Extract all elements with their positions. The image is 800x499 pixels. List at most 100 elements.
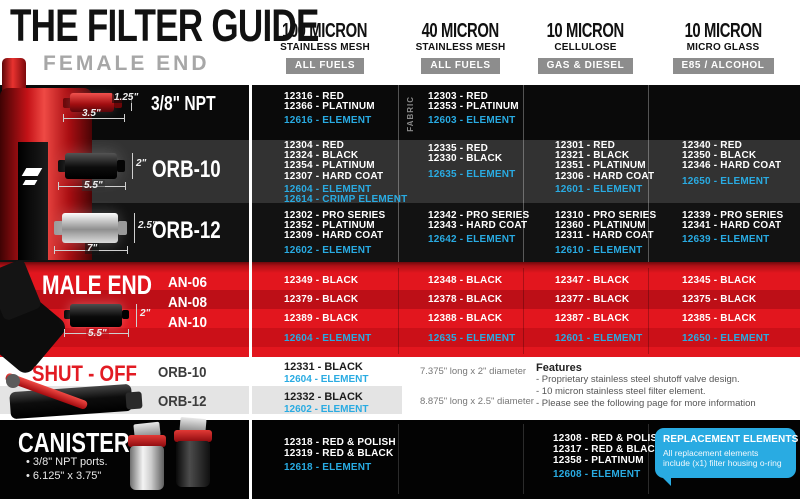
micron-rating: 10 MICRON xyxy=(684,20,762,42)
micron-rating: 10 MICRON xyxy=(546,20,625,42)
row-label-an08: AN-08 xyxy=(168,294,208,311)
column-header-10-micron-glass: 10 MICRON MICRO GLASS E85 / ALCOHOL xyxy=(648,20,798,74)
part-number: 12330 - BLACK xyxy=(428,153,503,165)
row-label-an06: AN-06 xyxy=(168,274,208,291)
fuel-badge: E85 / ALCOHOL xyxy=(672,58,774,74)
male-length-dim: 5.5" xyxy=(86,328,109,339)
column-divider xyxy=(523,424,524,494)
feature-item: - 10 micron stainless steel filter eleme… xyxy=(536,386,706,397)
row-label-an10: AN-10 xyxy=(168,314,208,331)
micron-rating: 40 MICRON xyxy=(421,20,500,42)
page-title-text: THE FILTER GUIDE xyxy=(10,0,319,51)
element-number: 12602 - ELEMENT xyxy=(284,404,369,415)
label-column-divider xyxy=(249,85,252,499)
dimension-tick xyxy=(124,114,125,122)
micron-rating: 100 MICRON xyxy=(282,20,368,42)
part-number: 12332 - BLACK xyxy=(284,391,363,403)
orb12-height-dim: 2.5" xyxy=(138,220,157,231)
part-number: 12353 - PLATINUM xyxy=(428,101,519,113)
orb12-filter-cap-right xyxy=(118,221,127,235)
element-number: 12635 - ELEMENT xyxy=(428,333,516,344)
fuel-badge: ALL FUELS xyxy=(285,58,365,74)
male-row-an08-stripe xyxy=(0,290,800,309)
orb12-filter-image xyxy=(62,213,118,243)
part-number: 12379 - BLACK xyxy=(284,294,359,305)
female-end-heading: FEMALE END xyxy=(43,52,210,75)
part-number: 12378 - BLACK xyxy=(428,294,503,305)
part-number: 12375 - BLACK xyxy=(682,294,757,305)
element-number: 12603 - ELEMENT xyxy=(428,115,516,127)
part-number: 12360 - PLATINUM xyxy=(555,220,646,232)
shutoff-size-note: 8.875" long x 2.5" diameter xyxy=(420,396,534,407)
male-filter-cap-right xyxy=(122,310,129,319)
part-number: 12354 - PLATINUM xyxy=(284,160,375,172)
part-number: 12310 - PRO SERIES xyxy=(555,210,657,221)
part-number: 12331 - BLACK xyxy=(284,361,363,373)
media-type: CELLULOSE xyxy=(554,42,617,53)
part-number: 12346 - HARD COAT xyxy=(682,160,782,172)
part-number: 12335 - RED xyxy=(428,143,489,154)
orb10-height-dim: 2" xyxy=(136,158,147,169)
column-header-40-micron: 40 MICRON STAINLESS MESH ALL FUELS xyxy=(398,20,523,74)
element-number: 12614 - CRIMP ELEMENT xyxy=(284,194,408,206)
fuel-badge: GAS & DIESEL xyxy=(537,58,634,74)
part-number: 12352 - PLATINUM xyxy=(284,220,375,232)
npt-filter-image xyxy=(70,93,114,112)
red-filter-label-band xyxy=(18,142,48,260)
orb10-filter-cap-right xyxy=(117,160,125,172)
column-divider xyxy=(398,85,399,262)
shutoff-size-note: 7.375" long x 2" diameter xyxy=(420,366,527,377)
male-height-dim: 2" xyxy=(140,308,151,319)
dimension-line xyxy=(63,118,125,119)
cell-orb10-cellulose: 12301 - RED 12321 - BLACK 12351 - PLATIN… xyxy=(555,140,654,195)
part-number: 12317 - RED & BLACK xyxy=(553,444,663,455)
shutoff-valve-nose xyxy=(125,391,143,410)
element-number: 12601 - ELEMENT xyxy=(555,333,643,344)
part-number: 12349 - BLACK xyxy=(284,275,359,286)
column-divider xyxy=(648,268,649,354)
element-number: 12650 - ELEMENT xyxy=(682,175,770,187)
part-number: 12307 - HARD COAT xyxy=(284,170,384,182)
cell-orb12-microglass: 12339 - PRO SERIES 12341 - HARD COAT 126… xyxy=(682,210,784,246)
canister-heading: CANISTER xyxy=(18,427,130,458)
cell-orb12-100micron: 12302 - PRO SERIES 12352 - PLATINUM 1230… xyxy=(284,210,385,256)
male-filter-cap-left xyxy=(64,310,71,319)
bullet-item: • 6.125" x 3.75" xyxy=(26,470,102,482)
cell-canister-cellulose: 12308 - RED & POLISH 12317 - RED & BLACK… xyxy=(553,433,665,480)
element-number: 12604 - ELEMENT xyxy=(284,183,372,195)
cell-npt-40micron: 12303 - RED 12353 - PLATINUM 12603 - ELE… xyxy=(428,91,519,127)
fabric-note: FABRIC xyxy=(406,96,415,132)
shutoff-features: Features - Proprietary stainless steel s… xyxy=(536,362,756,410)
dimension-tick xyxy=(58,182,59,190)
male-end-heading: MALE END xyxy=(42,270,152,300)
canister-polish-body xyxy=(130,446,164,490)
part-number: 12351 - PLATINUM xyxy=(555,160,646,172)
part-number: 12366 - PLATINUM xyxy=(284,101,375,113)
dimension-tick xyxy=(63,114,64,122)
cell-npt-100micron: 12316 - RED 12366 - PLATINUM 12616 - ELE… xyxy=(284,91,375,127)
page-title: THE FILTER GUIDE xyxy=(10,0,406,51)
callout-body: All replacement elements include (x1) fi… xyxy=(663,448,788,468)
npt-length-dim: 3.5" xyxy=(82,108,101,119)
dimension-tick xyxy=(127,246,128,254)
cell-orb12-cellulose: 12310 - PRO SERIES 12360 - PLATINUM 1231… xyxy=(555,210,657,256)
part-number: 12308 - RED & POLISH xyxy=(553,433,665,444)
npt-filter-cap-left xyxy=(63,98,71,108)
part-number: 12388 - BLACK xyxy=(428,313,503,324)
callout-line: All replacement elements xyxy=(663,448,759,458)
callout-title: REPLACEMENT ELEMENTS xyxy=(663,434,799,445)
cell-orb10-40micron: 12335 - RED 12330 - BLACK 12635 - ELEMEN… xyxy=(428,143,515,181)
part-number: 12340 - RED xyxy=(682,140,743,151)
shutoff-valve-pivot xyxy=(6,374,20,388)
element-number: 12650 - ELEMENT xyxy=(682,333,770,344)
part-number: 12385 - BLACK xyxy=(682,313,757,324)
element-number: 12642 - ELEMENT xyxy=(428,234,516,246)
canister-red-cap xyxy=(174,430,212,442)
part-number: 12303 - RED xyxy=(428,91,489,102)
part-number: 12318 - RED & POLISH xyxy=(284,437,396,448)
part-number: 12389 - BLACK xyxy=(284,313,359,324)
part-number: 12339 - PRO SERIES xyxy=(682,210,784,221)
row-label-shutoff-orb12: ORB-12 xyxy=(158,393,207,410)
column-divider xyxy=(648,85,649,262)
part-number: 12387 - BLACK xyxy=(555,313,630,324)
